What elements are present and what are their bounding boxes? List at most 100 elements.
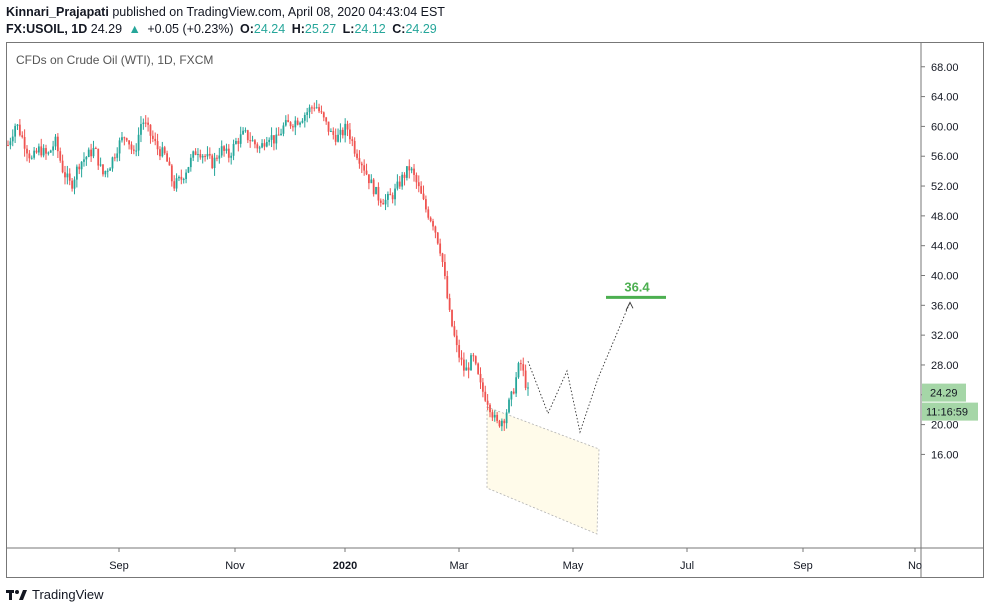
candle-body: [505, 412, 508, 424]
candle-body: [182, 179, 185, 181]
candle-body: [382, 202, 385, 205]
candle-body: [294, 120, 297, 128]
candle-body: [220, 146, 223, 156]
candle-body: [7, 145, 9, 147]
candle-body: [137, 134, 140, 151]
last-price-badge: [922, 383, 966, 402]
candle-body: [189, 157, 192, 168]
candle-body: [144, 122, 147, 124]
candle-body: [249, 140, 252, 142]
projection-path: [527, 302, 631, 434]
candle-body: [256, 144, 259, 149]
candle-body: [59, 151, 62, 161]
candle-body: [87, 149, 90, 157]
candle-body: [163, 147, 166, 154]
x-tick-label: No: [908, 560, 922, 572]
candle-body: [465, 367, 468, 371]
candle-body: [230, 155, 233, 158]
y-tick-label: 36.00: [931, 300, 959, 312]
chart-frame: [6, 42, 984, 578]
countdown-badge: [922, 402, 978, 421]
candle-body: [320, 111, 323, 113]
last-price-label: 24.29: [930, 388, 958, 400]
candle-body: [341, 129, 344, 136]
candle-body: [216, 157, 218, 159]
candle-body: [156, 141, 159, 150]
candle-body: [365, 170, 368, 175]
candle-body: [486, 400, 489, 405]
candle-body: [102, 164, 104, 175]
candle-body: [356, 153, 358, 159]
candle-body: [408, 166, 411, 171]
published-text: published on TradingView.com, April 08, …: [112, 5, 445, 19]
candle-body: [337, 134, 339, 142]
candle-body: [206, 153, 209, 157]
y-tick-label: 48.00: [931, 211, 959, 223]
candle-body: [344, 123, 347, 136]
candle-body: [334, 134, 337, 142]
y-tick-label: 56.00: [931, 151, 959, 163]
candle-body: [434, 226, 437, 233]
candle-body: [391, 195, 394, 200]
candle-body: [387, 193, 389, 200]
y-tick-label: 20.00: [931, 420, 959, 432]
candle-body: [277, 134, 280, 136]
author-name[interactable]: Kinnari_Prajapati: [6, 5, 109, 19]
candle-body: [204, 155, 206, 157]
countdown-label: 11:16:59: [926, 407, 968, 419]
candle-body: [142, 122, 145, 125]
candle-body: [111, 157, 114, 169]
candle-body: [16, 124, 19, 126]
candle-body: [270, 135, 273, 140]
candle-body: [80, 161, 83, 170]
publication-header: Kinnari_Prajapati published on TradingVi…: [6, 4, 445, 38]
candle-body: [9, 141, 12, 146]
candle-body: [35, 150, 38, 153]
candle-body: [208, 153, 211, 156]
candle-body: [296, 120, 299, 125]
candle-body: [311, 107, 313, 109]
candle-body: [441, 253, 444, 262]
candle-body: [121, 137, 123, 141]
candle-body: [524, 370, 527, 388]
candle-body: [527, 387, 529, 389]
candle-body: [106, 170, 109, 172]
candle-body: [422, 193, 425, 200]
candle-body: [503, 420, 506, 424]
candle-body: [417, 182, 420, 187]
candle-body: [14, 125, 17, 137]
candle-body: [185, 172, 187, 180]
y-tick-label: 64.00: [931, 92, 959, 104]
candle-body: [45, 148, 47, 154]
tradingview-logo-icon: [6, 589, 27, 600]
candle-body: [489, 404, 491, 413]
candle-body: [508, 399, 510, 413]
candle-body: [201, 155, 204, 158]
candle-body: [90, 149, 93, 157]
candle-body: [517, 363, 520, 378]
candle-body: [439, 243, 442, 254]
tradingview-brand[interactable]: TradingView: [32, 587, 104, 602]
candle-body: [147, 122, 149, 125]
candle-body: [187, 167, 190, 173]
candle-body: [403, 174, 406, 178]
candle-body: [99, 164, 102, 166]
candle-body: [166, 153, 168, 162]
candle-body: [377, 186, 380, 201]
candle-body: [299, 122, 301, 125]
candle-body: [349, 129, 351, 140]
open-value: 24.24: [253, 22, 286, 36]
candle-body: [318, 107, 320, 112]
candle-body: [384, 199, 387, 205]
candle-body: [282, 125, 285, 134]
candle-body: [515, 377, 518, 394]
candle-body: [303, 114, 306, 121]
candle-body: [225, 148, 228, 151]
candle-body: [47, 152, 50, 154]
candle-body: [451, 309, 453, 327]
candle-body: [180, 176, 183, 180]
candle-body: [491, 412, 494, 418]
candle-body: [175, 178, 178, 189]
candle-body: [413, 168, 415, 175]
